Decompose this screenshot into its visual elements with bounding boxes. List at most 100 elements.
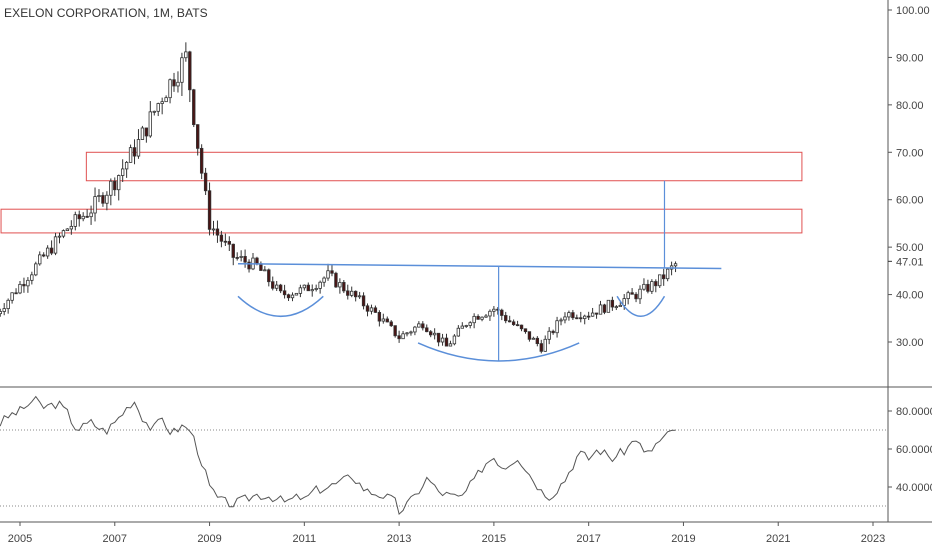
candle-body [444, 337, 449, 347]
candle-body [263, 269, 267, 272]
last-price-box [893, 253, 931, 269]
candle-body [464, 325, 468, 327]
candle-body [452, 335, 457, 345]
candle-body [583, 315, 587, 320]
candle-body [120, 168, 125, 176]
candle-body [49, 247, 54, 254]
candle-body [255, 257, 259, 265]
candle-body [211, 228, 216, 231]
candle-body [282, 290, 287, 296]
candle-body [57, 235, 62, 238]
candle-body [393, 325, 397, 337]
candle-body [389, 321, 393, 327]
candle-body [38, 254, 42, 265]
year-tick-label: 2023 [861, 533, 885, 545]
candle-body [42, 254, 46, 257]
last-price-label: 47.01 [896, 256, 924, 268]
year-tick-label: 2011 [293, 533, 317, 545]
shoulder-arc [237, 295, 324, 317]
candle-body [77, 214, 81, 220]
candle-body [401, 333, 405, 340]
candle-body [606, 299, 611, 313]
year-tick-label: 2019 [671, 533, 695, 545]
candle-body [247, 261, 251, 270]
candle-body [658, 274, 662, 287]
candle-body [105, 194, 109, 204]
neckline [237, 262, 722, 270]
candle-body [93, 196, 97, 214]
price-tick-label: 70.00 [896, 147, 924, 159]
candle-body [579, 317, 583, 320]
candle-body [322, 277, 326, 283]
candle-body [239, 256, 243, 258]
candle-body [45, 247, 50, 257]
candle-body [504, 315, 508, 322]
candle-body [500, 309, 504, 316]
candle-body [409, 331, 413, 334]
candle-body [405, 332, 409, 335]
candle-body [152, 110, 156, 113]
candle-body [306, 284, 310, 292]
candle-body [476, 315, 480, 320]
candle-body [630, 292, 634, 295]
candle-body [65, 228, 70, 232]
candle-body [176, 81, 180, 87]
candle-body [665, 268, 670, 280]
candle-body [310, 289, 314, 292]
candle-body [330, 270, 334, 274]
candle-body [164, 97, 168, 103]
candle-body [515, 324, 520, 327]
candle-body [468, 322, 472, 326]
candle-body [172, 79, 176, 87]
resistance-zone [0, 208, 803, 234]
candle-body [89, 212, 93, 218]
candle-body [586, 315, 591, 318]
candle-body [432, 332, 437, 336]
candle-body [535, 337, 540, 345]
candle-body [215, 228, 220, 236]
year-tick-label: 2017 [576, 533, 600, 545]
candle-body [160, 101, 164, 104]
candle-body [555, 320, 559, 334]
candle-body [373, 307, 378, 313]
candle-body [539, 343, 543, 352]
candle-body [353, 290, 358, 298]
rsi-tick-label: 60.0000 [896, 444, 932, 456]
candle-body [377, 312, 382, 322]
candle-body [602, 304, 607, 313]
candle-body [132, 147, 137, 157]
candle-body [543, 338, 547, 352]
candle-body [101, 195, 105, 204]
candle-body [369, 307, 374, 312]
year-tick-label: 2021 [766, 533, 790, 545]
year-tick-label: 2005 [8, 533, 32, 545]
candle-body [156, 103, 160, 112]
candle-body [381, 318, 385, 322]
candle-body [219, 234, 224, 242]
candle-body [618, 304, 622, 308]
candle-body [361, 295, 366, 307]
candle-body [136, 139, 141, 157]
candle-body [188, 51, 192, 91]
candle-body [472, 315, 476, 324]
candle-body [81, 215, 85, 220]
candle-body [318, 281, 322, 289]
price-tick-label: 50.00 [896, 242, 924, 254]
candle-body [523, 328, 528, 333]
candle-body [417, 323, 421, 328]
candle-body [421, 323, 425, 329]
candle-body [6, 299, 10, 310]
candle-body [267, 269, 271, 283]
candle-body [0, 311, 2, 315]
candle-body [531, 337, 536, 340]
candle-body [53, 236, 58, 254]
candle-body [338, 282, 342, 288]
candle-body [646, 283, 650, 292]
candle-body [298, 287, 303, 294]
year-tick-label: 2007 [103, 533, 127, 545]
candle-body [314, 288, 318, 290]
candle-body [148, 111, 153, 137]
candle-body [436, 332, 441, 343]
